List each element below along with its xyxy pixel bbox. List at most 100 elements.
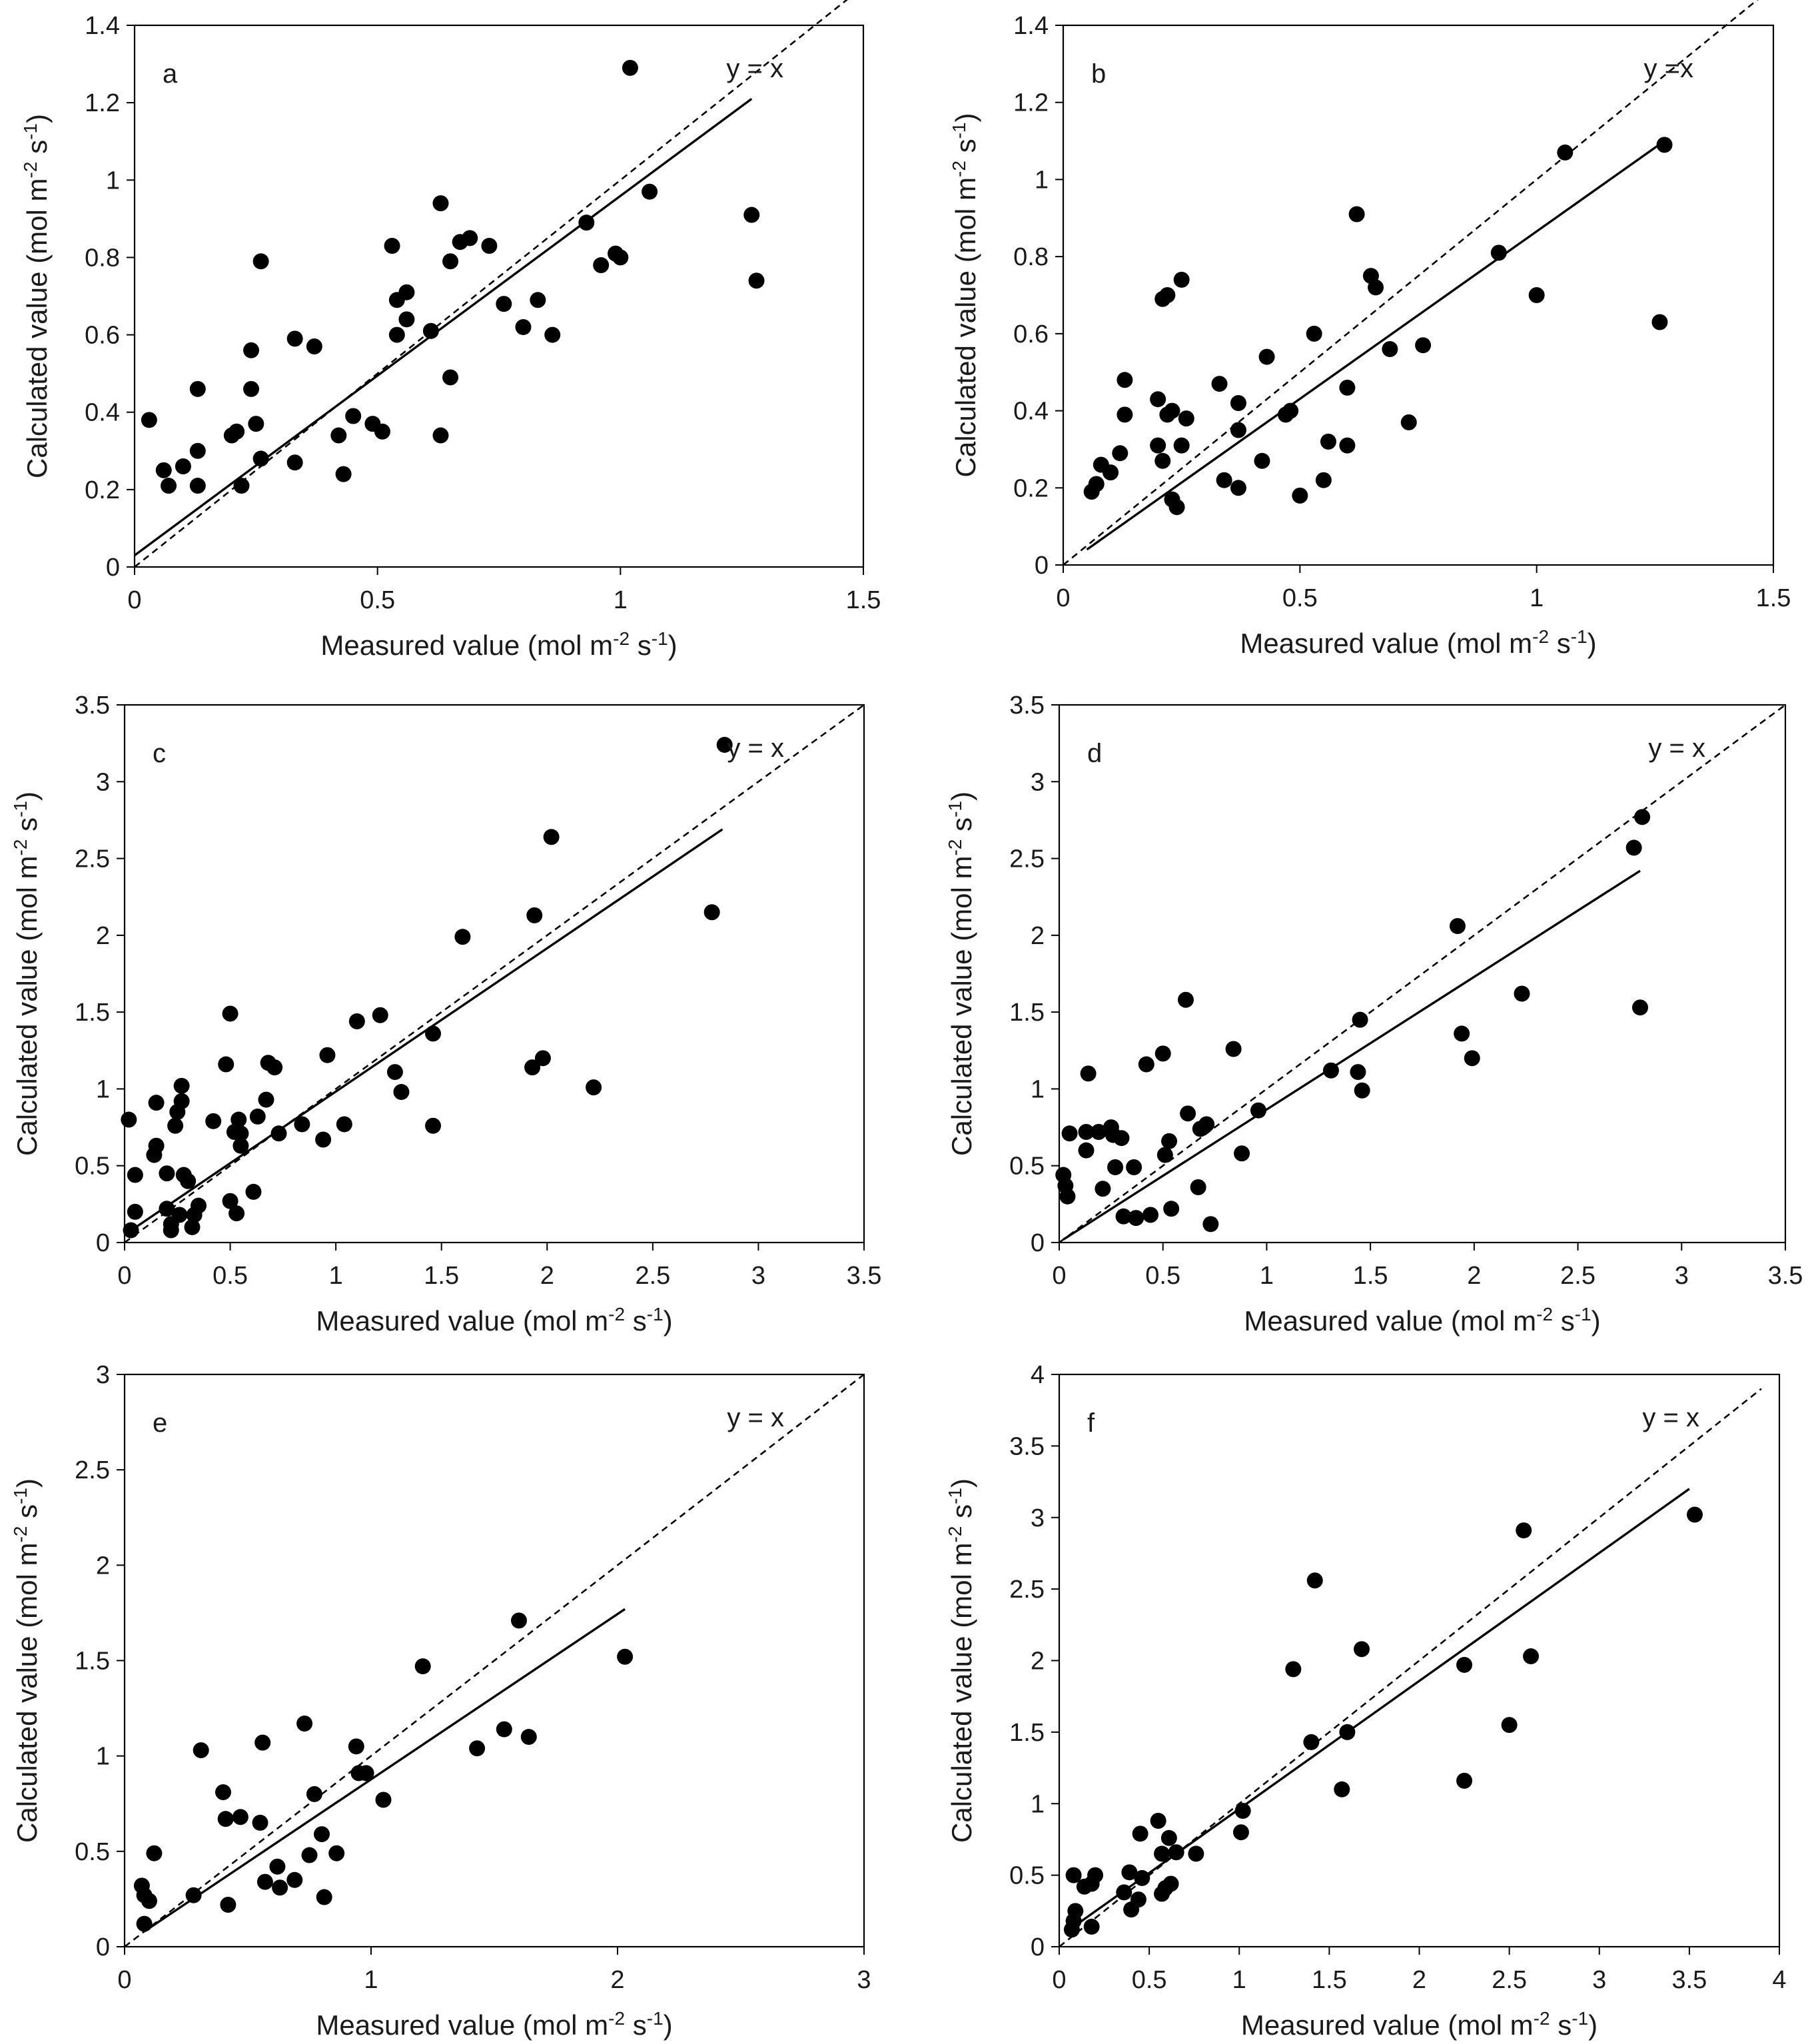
data-point [743,207,760,223]
y-tick-label: 1 [1031,1075,1045,1103]
reference-line-y-equals-x [1063,0,1759,566]
data-point [481,238,498,255]
data-point [167,1117,184,1134]
data-point [515,318,532,335]
y-tick-label: 1.4 [85,12,120,40]
y-tick-label: 0 [96,1229,110,1257]
axis-title-part: ) [946,1478,977,1488]
y-tick-label: 3 [96,1361,110,1389]
axis-title-part: s [625,1305,647,1336]
data-point [328,1845,345,1861]
reference-line-y-equals-x [1059,704,1786,1244]
x-axis-title: Measured value (mol m-2 s-1) [316,1304,672,1337]
axis-title-part: s [21,140,53,162]
y-tick-label: 1 [106,167,120,195]
data-point [252,1814,268,1831]
data-point [1142,1207,1159,1223]
data-point [398,284,415,300]
data-point [1173,271,1190,288]
data-point [191,1197,207,1214]
panel-letter: e [153,1408,167,1438]
data-point [1156,1147,1173,1163]
axis-title-part: -1 [10,801,31,817]
data-point [222,1193,238,1209]
data-point [336,1116,352,1133]
x-axis-title: Measured value (mol m-2 s-1) [1241,2008,1597,2041]
y-tick-label: 2 [1031,1648,1045,1676]
y-tick-label: 1.5 [1009,999,1045,1027]
plot-frame [133,24,865,568]
data-point [121,1111,137,1128]
data-point [1415,337,1432,354]
data-point [220,1897,236,1913]
data-point [1632,999,1648,1016]
data-point [173,1077,190,1094]
data-point [511,1612,527,1629]
data-point [1164,402,1180,419]
data-point [1516,1522,1532,1539]
data-point [315,1131,332,1148]
axis-title-part: -2 [10,1526,31,1543]
data-point [258,1091,274,1108]
data-point [414,1658,431,1675]
data-point [1306,325,1322,342]
data-point [530,292,546,308]
data-point [432,195,449,212]
fit-line [1086,140,1665,551]
axis-title-part: -2 [20,162,41,179]
data-point [1095,1181,1111,1197]
x-tick-label: 1.5 [1312,1966,1347,1994]
y-tick-label: 0.2 [1013,474,1049,502]
axis-title-part: Measured value (mol m [316,1305,608,1336]
reference-line-label: y = x [1648,734,1705,763]
y-tick-label: 0 [1031,1229,1045,1257]
axis-title-part: -2 [1536,1304,1553,1324]
data-point [252,450,269,467]
fit-line [1073,1488,1690,1928]
y-tick-label: 1.5 [75,999,110,1027]
y-tick-label: 2 [1031,922,1045,950]
data-point [398,311,415,328]
data-point [243,342,260,358]
data-point [524,1059,541,1076]
x-tick-label: 2 [1467,1262,1481,1290]
data-point [189,442,206,459]
y-axis-title: Calculated value (mol m-2 s-1) [10,1478,43,1843]
data-point [1211,376,1228,392]
x-tick-label: 3 [751,1262,765,1290]
panel-d: 0 0.5 1 1.5 2 2.5 3 3.5 0 0.5 1 1.5 2 2.5 3 3.5 d y = x Me… [945,692,1803,1336]
data-point [442,253,459,270]
x-tick-label: 0 [127,586,141,614]
data-point [1501,1717,1518,1734]
data-point [586,1079,602,1096]
data-point [1173,437,1190,454]
x-tick-label: 3 [1675,1262,1689,1290]
data-point [1115,1208,1132,1225]
data-point [249,1108,266,1125]
data-point [254,1734,271,1751]
data-point [1352,1011,1368,1028]
data-point [1230,395,1246,411]
axis-title-part: -1 [1575,1304,1591,1324]
data-point [1198,1116,1215,1133]
data-point [1132,1825,1148,1842]
data-point [703,904,720,921]
data-point [422,322,439,339]
axis-title-part: ) [946,791,977,801]
data-point [205,1113,222,1129]
panel-a: 0 0.5 1 1.5 0 0.2 0.4 0.6 0.8 1 1.2 1.4 a y = x Measur… [20,0,881,661]
data-point [1354,1082,1370,1099]
axis-title-part: s [1549,628,1571,659]
data-point [1315,472,1332,488]
data-point [442,369,459,386]
data-point [230,1111,247,1128]
axis-title-part: ) [1591,1305,1601,1336]
y-tick-label: 0 [1035,552,1049,580]
x-axis-title: Measured value (mol m-2 s-1) [1244,1304,1600,1337]
data-point [1285,1661,1302,1678]
fit-line [133,97,753,556]
axis-title-part: Calculated value (mol m [946,1542,977,1843]
data-point [1078,1123,1095,1140]
axis-title-part: s [11,1504,43,1526]
data-point [716,736,733,753]
